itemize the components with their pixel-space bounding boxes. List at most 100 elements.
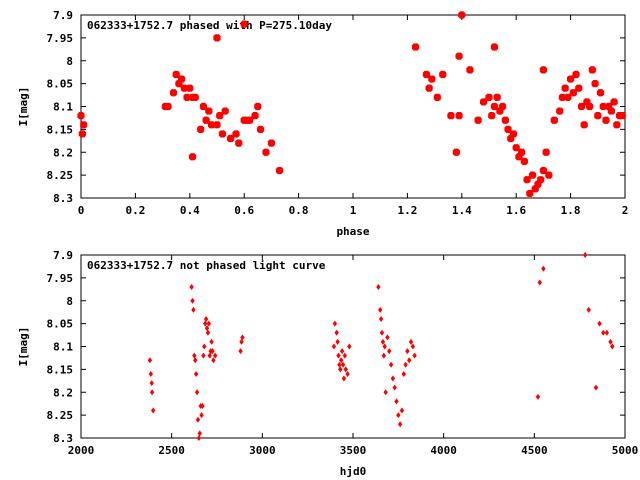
data-point bbox=[403, 361, 408, 368]
data-point bbox=[193, 370, 199, 377]
data-point bbox=[396, 412, 401, 419]
data-point bbox=[339, 357, 344, 364]
data-point bbox=[210, 348, 215, 355]
data-point bbox=[378, 316, 384, 323]
data-point bbox=[458, 11, 466, 19]
data-point bbox=[178, 75, 186, 83]
data-point bbox=[608, 338, 613, 345]
data-point bbox=[235, 139, 243, 147]
data-point bbox=[561, 84, 569, 92]
y-tick-label: 7.95 bbox=[47, 32, 74, 45]
data-point bbox=[212, 352, 218, 359]
data-point bbox=[572, 70, 580, 79]
data-point bbox=[539, 166, 547, 175]
data-point bbox=[380, 338, 386, 345]
data-point bbox=[191, 93, 199, 101]
data-point bbox=[238, 348, 243, 355]
y-axis-label: I[mag] bbox=[17, 87, 30, 127]
data-point bbox=[218, 130, 227, 138]
data-point bbox=[340, 361, 346, 368]
data-point bbox=[518, 148, 526, 156]
y-tick-label: 8.15 bbox=[47, 123, 74, 136]
data-point bbox=[246, 116, 254, 124]
data-point bbox=[412, 352, 417, 359]
data-point bbox=[439, 70, 447, 79]
data-point bbox=[490, 43, 499, 51]
data-point bbox=[433, 93, 441, 101]
x-tick-label: 0.8 bbox=[289, 204, 309, 217]
data-point bbox=[347, 343, 352, 350]
data-point bbox=[582, 252, 588, 258]
data-point bbox=[169, 89, 178, 97]
x-tick-label: 1 bbox=[350, 204, 357, 217]
data-point bbox=[607, 107, 615, 115]
data-point bbox=[599, 102, 607, 111]
y-tick-label: 8.25 bbox=[47, 409, 74, 422]
x-tick-label: 4500 bbox=[521, 444, 548, 457]
data-point bbox=[337, 361, 342, 368]
y-tick-label: 8 bbox=[66, 295, 73, 308]
data-point bbox=[455, 52, 463, 60]
data-point bbox=[610, 343, 615, 350]
data-point bbox=[428, 75, 436, 83]
data-point bbox=[394, 398, 399, 405]
data-point bbox=[209, 338, 214, 345]
x-axis-label: hjd0 bbox=[340, 465, 367, 478]
data-point bbox=[479, 98, 488, 106]
data-point bbox=[254, 102, 262, 111]
data-point bbox=[452, 148, 460, 156]
data-point bbox=[262, 148, 270, 156]
data-point bbox=[227, 134, 235, 143]
data-point bbox=[207, 121, 216, 129]
data-point bbox=[455, 112, 463, 120]
y-tick-label: 8.15 bbox=[47, 363, 74, 376]
data-point bbox=[213, 121, 221, 129]
data-point bbox=[558, 93, 567, 101]
data-point bbox=[381, 352, 387, 359]
data-point bbox=[202, 116, 210, 124]
data-point bbox=[201, 352, 206, 359]
data-point bbox=[202, 343, 207, 350]
x-tick-label: 0 bbox=[78, 204, 85, 217]
data-point bbox=[387, 348, 392, 355]
data-point bbox=[447, 112, 455, 120]
data-point bbox=[199, 102, 207, 111]
data-point bbox=[186, 84, 194, 92]
data-point bbox=[523, 176, 531, 184]
data-point bbox=[150, 407, 156, 414]
y-tick-label: 8.3 bbox=[53, 192, 73, 205]
data-point bbox=[556, 107, 564, 115]
data-point bbox=[343, 366, 348, 373]
data-point bbox=[545, 171, 553, 179]
data-point bbox=[488, 112, 496, 120]
data-point bbox=[338, 366, 343, 373]
data-point bbox=[564, 93, 572, 101]
data-point bbox=[207, 352, 212, 359]
data-point bbox=[385, 334, 390, 341]
chart-title: 062333+1752.7 not phased light curve bbox=[87, 259, 326, 272]
x-tick-label: 5000 bbox=[612, 444, 639, 457]
data-point bbox=[191, 306, 196, 313]
data-point bbox=[183, 93, 191, 101]
plot-frame bbox=[80, 254, 626, 439]
data-point bbox=[196, 435, 202, 441]
y-tick-label: 7.9 bbox=[53, 249, 73, 262]
data-point bbox=[232, 130, 240, 138]
data-point bbox=[180, 84, 188, 92]
data-point bbox=[195, 416, 201, 423]
data-point bbox=[203, 320, 208, 327]
data-point bbox=[594, 112, 602, 120]
x-tick-label: 3000 bbox=[249, 444, 276, 457]
data-point bbox=[392, 384, 397, 391]
data-point bbox=[172, 70, 180, 79]
y-tick-label: 8.3 bbox=[53, 432, 73, 445]
data-point bbox=[504, 125, 512, 133]
y-tick-label: 8.1 bbox=[53, 101, 73, 114]
data-point bbox=[509, 130, 518, 138]
x-tick-label: 2000 bbox=[68, 444, 95, 457]
data-point bbox=[334, 329, 339, 336]
data-point bbox=[537, 279, 542, 286]
data-point bbox=[149, 380, 154, 387]
data-point bbox=[267, 139, 275, 147]
phased-light-curve-panel: 0 0.2 0.4 0.6 0.8 1 1.2 1.4 1.6 1.8 2 7.9 7.95 8 8.05 8… bbox=[17, 9, 628, 238]
